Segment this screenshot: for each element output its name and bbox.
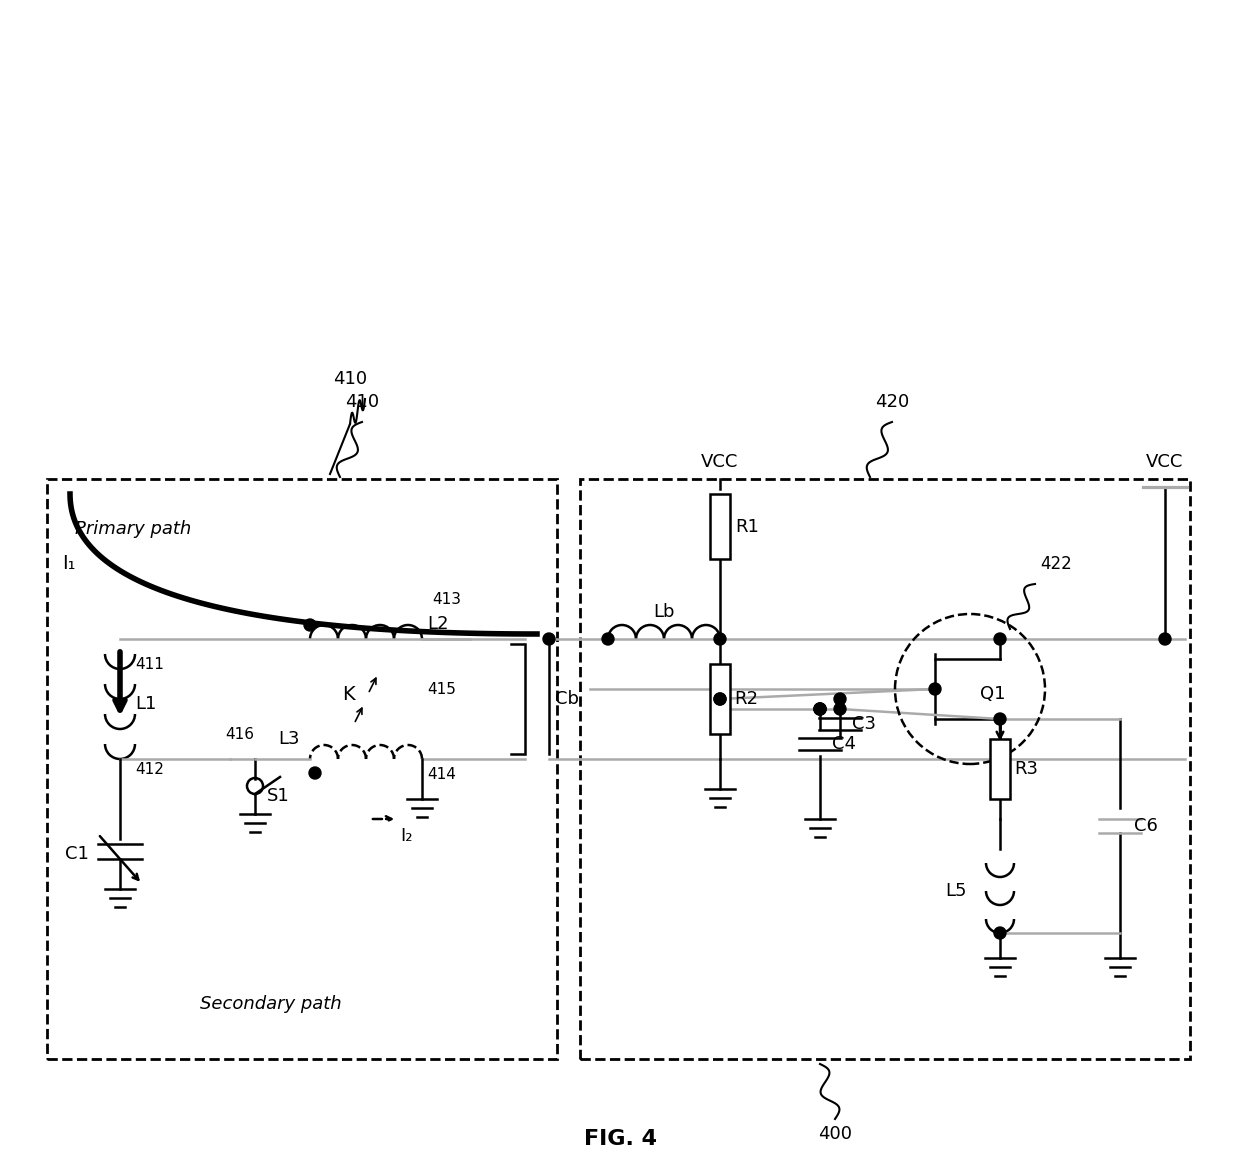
Circle shape <box>1159 632 1171 645</box>
Text: S1: S1 <box>267 787 290 805</box>
Text: Q1: Q1 <box>980 685 1006 703</box>
Text: VCC: VCC <box>702 454 739 471</box>
Text: C1: C1 <box>64 845 89 863</box>
Bar <box>990 739 1011 798</box>
Text: L2: L2 <box>427 615 449 632</box>
Circle shape <box>714 693 725 705</box>
Text: 410: 410 <box>345 393 379 411</box>
Text: Lb: Lb <box>653 603 675 621</box>
Circle shape <box>813 703 826 715</box>
Circle shape <box>304 620 316 631</box>
Bar <box>711 664 730 734</box>
Circle shape <box>543 632 556 645</box>
Text: 400: 400 <box>818 1125 852 1143</box>
Text: Primary path: Primary path <box>74 520 191 538</box>
Bar <box>47 479 557 1059</box>
Text: 415: 415 <box>427 682 456 697</box>
Text: VCC: VCC <box>1146 454 1184 471</box>
Circle shape <box>601 632 614 645</box>
Text: 422: 422 <box>1040 555 1071 573</box>
Circle shape <box>835 703 846 715</box>
Text: 420: 420 <box>875 393 909 411</box>
Text: L3: L3 <box>279 729 300 748</box>
Text: Cb: Cb <box>556 690 579 708</box>
Text: 411: 411 <box>135 657 164 672</box>
Circle shape <box>714 693 725 705</box>
Text: C4: C4 <box>832 735 856 753</box>
Text: 413: 413 <box>432 592 461 607</box>
Circle shape <box>994 713 1006 725</box>
Text: C6: C6 <box>1135 817 1158 835</box>
Bar <box>580 479 1190 1059</box>
Text: FIG. 4: FIG. 4 <box>584 1129 656 1149</box>
Text: R3: R3 <box>1014 760 1038 779</box>
Circle shape <box>813 703 826 715</box>
Text: K: K <box>342 685 355 704</box>
Circle shape <box>309 767 321 779</box>
Text: Secondary path: Secondary path <box>200 995 342 1014</box>
Circle shape <box>835 693 846 705</box>
Text: L5: L5 <box>945 881 966 900</box>
Bar <box>711 494 730 559</box>
Text: 412: 412 <box>135 762 164 777</box>
Circle shape <box>994 927 1006 939</box>
Circle shape <box>813 703 826 715</box>
Circle shape <box>994 632 1006 645</box>
Text: I₁: I₁ <box>62 554 76 573</box>
Text: 414: 414 <box>427 767 456 782</box>
Text: R2: R2 <box>734 690 758 708</box>
Text: I₂: I₂ <box>401 826 413 845</box>
Text: 410: 410 <box>332 371 367 388</box>
Circle shape <box>714 632 725 645</box>
Text: 416: 416 <box>226 727 254 742</box>
Text: R1: R1 <box>735 518 759 535</box>
Circle shape <box>929 683 941 696</box>
Text: C3: C3 <box>852 715 875 733</box>
Text: L1: L1 <box>135 696 156 713</box>
